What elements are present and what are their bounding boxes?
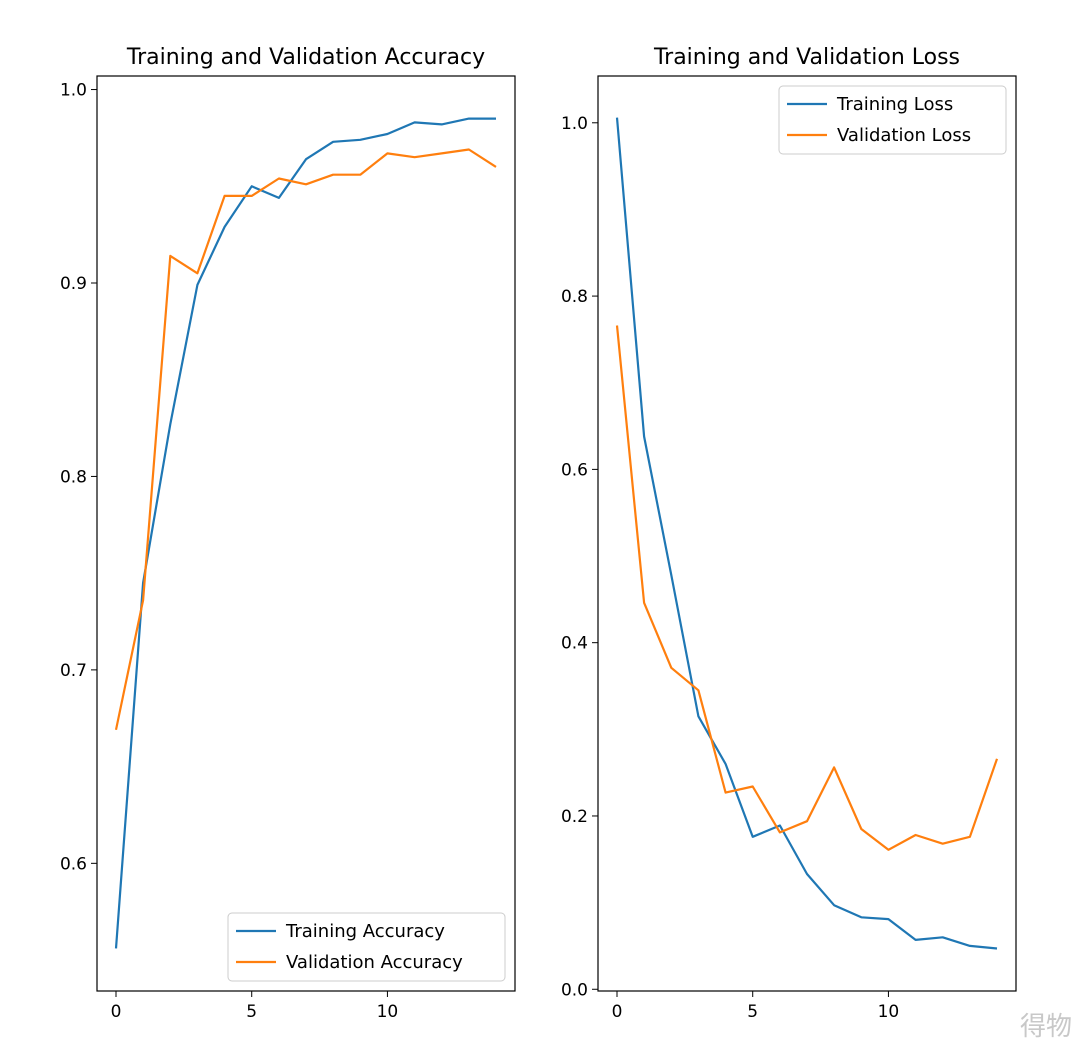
legend: Training Loss Validation Loss (778, 85, 1007, 155)
y-tick-label: 0.8 (60, 467, 87, 487)
chart-title: Training and Validation Loss (653, 45, 960, 70)
x-tick-label: 5 (747, 1002, 758, 1022)
x-tick-label: 10 (377, 1002, 399, 1022)
legend-label: Training Loss (836, 94, 953, 115)
x-tick-label: 10 (878, 1002, 900, 1022)
x-tick-label: 0 (111, 1002, 122, 1022)
chart-title: Training and Validation Accuracy (126, 45, 485, 70)
watermark-logo: 得物 (1019, 1012, 1072, 1042)
series-line-training-accuracy (114, 117, 496, 949)
legend-label: Validation Accuracy (286, 952, 463, 973)
x-tick-label: 0 (612, 1002, 623, 1022)
y-tick-label: 0.6 (60, 854, 87, 874)
y-tick-label: 0.9 (60, 274, 87, 294)
y-tick-label: 0.4 (561, 634, 588, 654)
axes-1: Training and Validation Accuracy 0 5 10 0.6 0… (60, 45, 516, 1022)
legend-frame (227, 912, 506, 982)
legend-label: Training Accuracy (285, 921, 445, 942)
axes-2: Training and Validation Loss 0 5 10 0.0 0.2 0.… (561, 45, 1017, 1022)
legend: Training Accuracy Validation Accuracy (227, 912, 506, 982)
legend-frame (778, 85, 1007, 155)
y-tick-label: 0.0 (561, 980, 588, 1000)
y-tick-label: 0.8 (561, 287, 588, 307)
legend-label: Validation Loss (837, 125, 971, 146)
series-line-training-loss (615, 117, 998, 950)
x-tick-label: 5 (246, 1002, 257, 1022)
axes-frame (96, 75, 516, 992)
y-tick-label: 0.7 (60, 661, 87, 681)
y-tick-label: 1.0 (60, 81, 87, 101)
series-line-validation-accuracy (114, 148, 497, 731)
y-tick-label: 0.6 (561, 460, 588, 480)
y-tick-label: 1.0 (561, 114, 588, 134)
axes-frame (597, 75, 1017, 992)
series-line-validation-loss (615, 325, 999, 851)
y-tick-label: 0.2 (561, 807, 588, 827)
